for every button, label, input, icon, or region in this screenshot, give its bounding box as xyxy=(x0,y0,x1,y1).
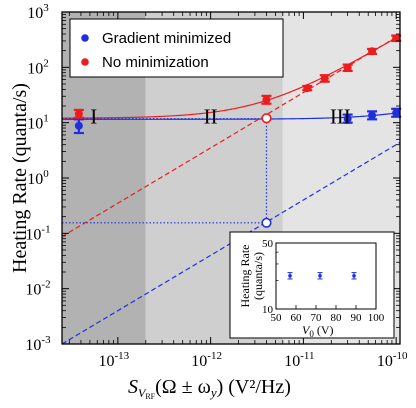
series-2-point-2 xyxy=(262,95,271,104)
series-2-fit-curve xyxy=(62,35,400,119)
open-marker-2 xyxy=(261,217,272,228)
series-1-point-3 xyxy=(368,111,377,120)
series-1-point-4 xyxy=(392,108,401,117)
x-tick-label-3-mantissa: 10 xyxy=(284,353,300,370)
x-tick-label-3: 10-11 xyxy=(284,350,314,370)
x-tick-label-4-exponent: -10 xyxy=(393,350,408,362)
series-2-point-1 xyxy=(74,109,83,118)
legend-marker-gradient-minimized xyxy=(81,34,89,42)
inset-x-title: V0 (V) xyxy=(302,323,334,339)
inset-y-tick-label-2: 50 xyxy=(262,238,274,250)
legend: Gradient minimized No minimization xyxy=(69,18,284,78)
series-1-point-1 xyxy=(74,121,83,130)
series-2-point-7 xyxy=(392,34,401,43)
y-tick-label-1-exponent: -3 xyxy=(41,334,51,346)
y-tick-label-6-exponent: 2 xyxy=(43,57,49,69)
x-tick-label-2: 10-12 xyxy=(191,350,222,370)
legend-box xyxy=(69,18,284,78)
inset-y-title-line2: (quanta/s) xyxy=(251,252,265,300)
y-tick-label-2: 10-2 xyxy=(25,279,50,299)
x-tick-label-4: 10-10 xyxy=(377,350,408,370)
open-marker-1 xyxy=(261,113,272,124)
y-tick-label-6: 102 xyxy=(27,57,49,77)
inset-x-tick-label-5: 90 xyxy=(351,312,363,324)
inset-x-tick-label-2: 60 xyxy=(291,312,303,324)
series-2-point-5 xyxy=(343,63,352,72)
x-tick-label-1-mantissa: 10 xyxy=(99,353,115,370)
y-tick-label-7: 103 xyxy=(27,2,49,22)
inset-x-tick-label-3: 70 xyxy=(311,312,323,324)
x-tick-label-3-exponent: -11 xyxy=(300,350,314,362)
guide-lines xyxy=(62,118,268,224)
inset-background xyxy=(229,231,395,339)
y-tick-label-1-mantissa: 10 xyxy=(25,337,41,354)
inset-point-1 xyxy=(288,273,292,278)
y-tick-label-3-exponent: -1 xyxy=(41,223,50,235)
inset-point-3 xyxy=(352,273,356,278)
y-tick-label-7-exponent: 3 xyxy=(43,2,49,14)
inset-points xyxy=(287,272,357,280)
y-tick-label-5: 101 xyxy=(27,113,49,133)
y-axis-title: Heating Rate (quanta/s) xyxy=(9,83,31,273)
x-tick-label-1: 10-13 xyxy=(99,350,130,370)
series-2-point-3 xyxy=(303,84,312,93)
legend-label-no-minimization: No minimization xyxy=(102,54,209,71)
y-tick-label-2-exponent: -2 xyxy=(41,279,50,291)
region-labels: I II III xyxy=(90,104,351,128)
y-tick-label-6-mantissa: 10 xyxy=(27,60,43,77)
y-tick-label-4-mantissa: 10 xyxy=(27,171,43,188)
series-2-extrapolation-line xyxy=(62,34,400,238)
inset-y-tick-label-1: 10 xyxy=(262,304,274,316)
x-tick-label-2-mantissa: 10 xyxy=(191,353,207,370)
axis-ticks xyxy=(62,11,400,345)
inset-y-title-line1: Heating Rate xyxy=(238,245,252,308)
x-tick-label-2-exponent: -12 xyxy=(207,350,222,362)
y-tick-label-3-mantissa: 10 xyxy=(25,226,41,243)
y-tick-label-3: 10-1 xyxy=(25,223,50,243)
inset-x-tick-label-4: 80 xyxy=(331,312,343,324)
data-points xyxy=(73,34,402,228)
inset-x-tick-label-1: 50 xyxy=(271,312,283,324)
inset-x-tick-label-6: 100 xyxy=(368,312,385,324)
x-tick-label-1-exponent: -13 xyxy=(115,350,130,362)
y-tick-label-1: 10-3 xyxy=(25,334,51,354)
region-3-label: III xyxy=(330,104,351,128)
series-1-point-2 xyxy=(343,114,352,123)
y-tick-label-5-exponent: 1 xyxy=(43,113,49,125)
axis-tick-labels: 10-13 10-12 10-11 10-1010-310-210-110010110… xyxy=(25,2,408,370)
legend-label-gradient-minimized: Gradient minimized xyxy=(102,30,231,47)
region-1-label: I xyxy=(90,104,97,128)
x-axis-title: SVRF(Ω ± ωy) (V²/Hz) xyxy=(128,376,291,401)
legend-marker-no-minimization xyxy=(81,58,89,66)
series-2-point-6 xyxy=(368,47,377,56)
inset-frame xyxy=(275,242,377,310)
series-2-point-4 xyxy=(320,74,329,83)
y-tick-label-2-mantissa: 10 xyxy=(25,282,41,299)
y-tick-label-5-mantissa: 10 xyxy=(27,116,43,133)
inset-point-2 xyxy=(318,273,322,278)
y-tick-label-7-mantissa: 10 xyxy=(27,5,43,22)
y-tick-label-4-exponent: 0 xyxy=(43,168,49,180)
x-tick-label-4-mantissa: 10 xyxy=(377,353,393,370)
region-2-label: II xyxy=(204,104,218,128)
y-tick-label-4: 100 xyxy=(27,168,49,188)
